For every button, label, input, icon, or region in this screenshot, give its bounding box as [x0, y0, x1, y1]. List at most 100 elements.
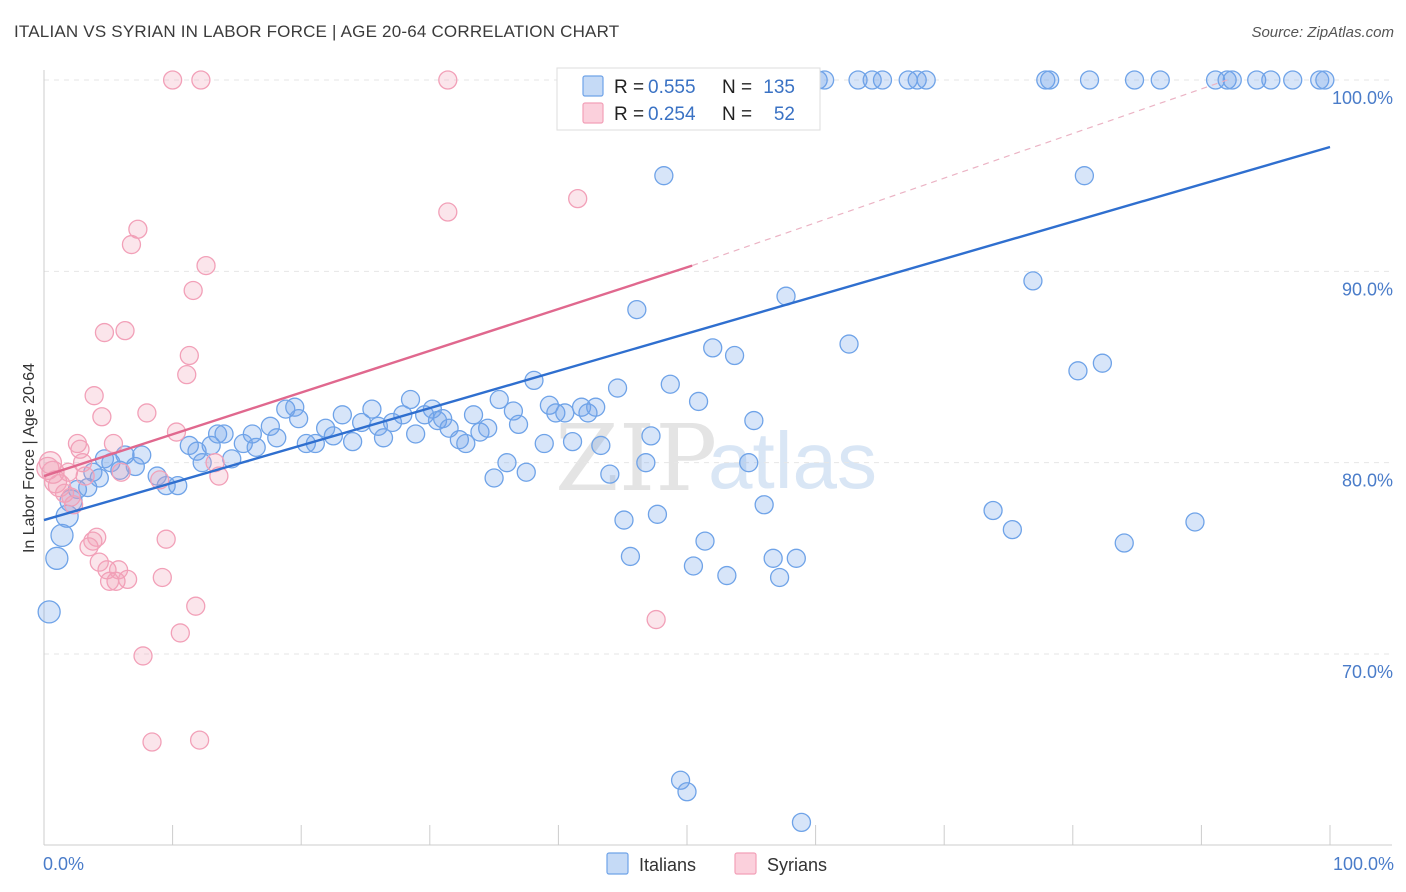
italians-trend-line: [43, 145, 1331, 522]
syrians-point-19: [94, 322, 115, 343]
italians-point-83: [670, 770, 691, 790]
italians-point-102: [848, 70, 868, 90]
italians-point-76: [620, 546, 641, 567]
italians-point-107: [916, 70, 936, 90]
syrians-point-15: [84, 386, 104, 406]
chart-source: Source: ZipAtlas.com: [1251, 24, 1394, 41]
syrians-point-34: [152, 567, 172, 588]
y-tick-label-100: 100.0%: [1332, 88, 1393, 108]
series-syrians: [36, 70, 666, 752]
italians-point-67: [555, 403, 575, 423]
italians-point-114: [1074, 166, 1095, 186]
italians-point-2: [50, 523, 74, 548]
italians-point-28: [260, 416, 280, 436]
italians-point-77: [627, 299, 647, 320]
italians-point-91: [739, 453, 759, 473]
x-tick-label-min: 0.0%: [43, 854, 84, 874]
italians-point-58: [489, 389, 509, 410]
italians-point-57: [484, 468, 504, 488]
chart-title: ITALIAN VS SYRIAN IN LABOR FORCE | AGE 2…: [14, 22, 620, 41]
italians-point-87: [695, 531, 715, 551]
syrians-point-7: [61, 487, 81, 507]
grid-lines: [44, 79, 1392, 655]
syrians-point-31: [137, 403, 157, 423]
italians-point-89: [717, 565, 737, 586]
syrians-point-41: [186, 596, 206, 616]
legend-n-italians: 135: [763, 77, 795, 98]
italians-point-120: [1185, 512, 1205, 532]
syrians-point-46: [162, 70, 183, 90]
italians-point-53: [456, 433, 476, 454]
syrians-point-22: [103, 433, 124, 454]
italians-point-94: [763, 548, 783, 568]
italians-point-113: [1068, 361, 1088, 381]
italians-point-68: [562, 431, 583, 452]
y-tick-label-70: 70.0%: [1342, 662, 1393, 682]
italians-point-79: [641, 426, 661, 446]
italians-point-86: [688, 391, 709, 412]
syrians-trend-line: [43, 264, 693, 478]
italians-point-119: [1150, 70, 1170, 90]
syrians-point-18: [92, 407, 112, 427]
italians-point-98: [791, 812, 812, 833]
italians-point-45: [400, 389, 421, 410]
syrians-point-12: [75, 466, 95, 486]
italians-point-74: [607, 378, 628, 398]
syrians-point-17: [89, 552, 109, 572]
syrians-point-42: [189, 730, 210, 750]
italians-point-62: [516, 462, 536, 482]
legend-r-label-syrians: R =: [614, 104, 644, 125]
syrians-point-49: [438, 202, 458, 222]
italians-point-14: [132, 445, 152, 465]
syrians-point-25: [111, 462, 131, 482]
syrians-point-48: [438, 70, 458, 90]
italians-point-0: [37, 600, 61, 624]
legend-swatch-syrians: [582, 102, 604, 124]
italians-point-31: [285, 397, 305, 417]
legend-r-syrians: 0.254: [648, 104, 696, 125]
legend-n-label-italians: N =: [722, 77, 752, 98]
italians-point-71: [586, 397, 606, 417]
italians-point-125: [1261, 70, 1281, 90]
y-tick-label-90: 90.0%: [1342, 279, 1393, 299]
italians-point-126: [1283, 70, 1303, 90]
syrians-point-29: [128, 219, 148, 239]
italians-point-92: [744, 410, 764, 431]
syrians-point-26: [115, 320, 135, 341]
italians-point-8: [89, 468, 109, 488]
legend-n-label-syrians: N =: [722, 104, 752, 125]
italians-point-90: [724, 345, 745, 366]
legend-swatch-italians: [582, 75, 604, 97]
italians-point-101: [839, 334, 859, 354]
italians-point-42: [373, 428, 394, 448]
italians-point-38: [342, 431, 363, 452]
italians-point-72: [591, 435, 611, 456]
italians-point-37: [332, 405, 353, 425]
italians-point-56: [478, 418, 498, 438]
syrians-point-16: [87, 527, 107, 547]
syrians-point-39: [179, 345, 199, 366]
italians-point-110: [1023, 271, 1043, 291]
syrians-point-47: [191, 70, 211, 90]
italians-point-1: [45, 546, 69, 570]
italians-point-27: [246, 437, 266, 458]
legend-r-label-italians: R =: [614, 77, 644, 98]
italians-point-46: [406, 424, 426, 444]
italians-point-85: [683, 556, 704, 576]
legend-r-italians: 0.555: [648, 77, 696, 98]
watermark-zip: ZIP: [555, 405, 717, 512]
italians-point-61: [508, 414, 529, 435]
italians-point-127: [1310, 70, 1330, 90]
italians-point-32: [288, 409, 309, 429]
legend-n-syrians: 52: [774, 104, 795, 125]
italians-point-73: [600, 464, 620, 484]
italians-point-81: [654, 166, 674, 186]
italians-point-124: [1247, 70, 1267, 90]
italians-point-23: [214, 424, 234, 444]
syrians-point-27: [117, 569, 138, 590]
italians-point-84: [677, 782, 697, 802]
syrians-point-30: [133, 646, 153, 666]
italians-point-108: [983, 500, 1003, 521]
italians-point-19: [187, 441, 207, 461]
